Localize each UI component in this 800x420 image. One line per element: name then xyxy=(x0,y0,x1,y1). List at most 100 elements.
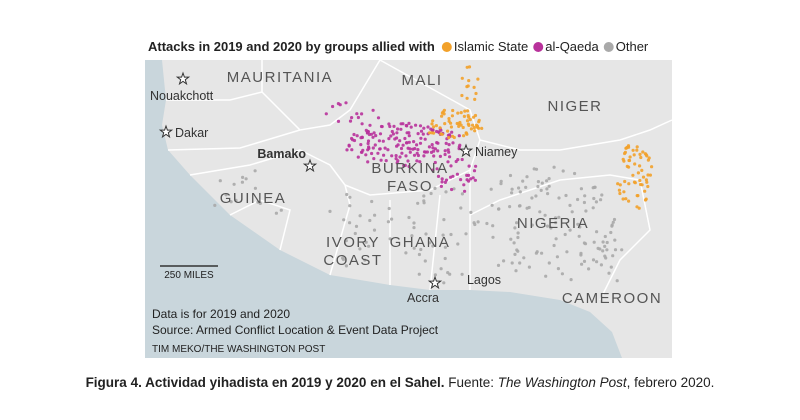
attack-dot xyxy=(580,262,584,266)
attack-dot xyxy=(485,221,489,226)
attack-dot xyxy=(568,203,572,207)
attack-dot xyxy=(377,139,381,143)
borders xyxy=(166,59,673,301)
attack-dot xyxy=(546,192,550,196)
attack-dot xyxy=(350,116,354,120)
attack-dot xyxy=(443,245,447,249)
attack-dot xyxy=(570,210,574,214)
attack-dot xyxy=(416,153,420,158)
attack-dot xyxy=(465,132,469,136)
attack-dot xyxy=(234,198,238,202)
attack-dot xyxy=(561,169,565,173)
attack-dot xyxy=(540,251,544,255)
attack-dot xyxy=(367,145,371,149)
attack-dot xyxy=(398,155,402,159)
attack-dot xyxy=(648,173,653,177)
attack-dot xyxy=(601,240,605,244)
attack-dot xyxy=(443,256,447,261)
attack-dot xyxy=(365,130,370,134)
attack-dot xyxy=(424,232,428,236)
attack-dot xyxy=(582,259,587,263)
attack-dot xyxy=(354,224,359,228)
attack-dot xyxy=(241,175,245,179)
attack-dot xyxy=(356,115,360,120)
attack-dot xyxy=(489,187,493,191)
attack-dot xyxy=(359,143,363,147)
attack-dot xyxy=(569,278,573,282)
attack-dot xyxy=(429,191,433,196)
attack-dot xyxy=(423,259,427,263)
attack-dot xyxy=(442,108,446,112)
attack-dot xyxy=(417,272,421,276)
legend-label: Islamic State xyxy=(454,39,528,54)
attack-dot xyxy=(612,217,617,222)
attack-dot xyxy=(439,184,443,188)
city-label: Accra xyxy=(407,291,439,305)
attack-dot xyxy=(518,261,522,265)
legend-label: Other xyxy=(616,39,649,54)
attack-dot xyxy=(435,167,439,171)
attack-dot xyxy=(578,225,582,229)
attack-dot xyxy=(469,127,473,131)
attack-dot xyxy=(471,123,475,127)
attack-dot xyxy=(433,273,437,277)
attack-dot xyxy=(344,101,348,105)
attack-dot xyxy=(366,148,370,152)
attack-dot xyxy=(555,255,560,259)
attack-dot xyxy=(399,127,403,131)
attack-dot xyxy=(388,237,392,241)
attack-dot xyxy=(451,134,455,138)
attack-dot xyxy=(253,169,257,173)
attack-dot xyxy=(384,159,388,163)
attack-dot xyxy=(636,171,641,175)
attack-dot xyxy=(424,150,428,154)
attack-dot xyxy=(467,123,471,127)
attack-dot xyxy=(366,139,371,143)
legend-swatch xyxy=(441,42,452,52)
attack-dot xyxy=(345,148,349,152)
attack-dot xyxy=(324,112,328,116)
attack-dot xyxy=(416,201,420,205)
attack-dot xyxy=(564,193,568,198)
attack-dot xyxy=(516,235,520,240)
attack-dot xyxy=(446,129,450,133)
attack-dot xyxy=(499,182,503,186)
attack-dot xyxy=(595,230,599,234)
attack-dot xyxy=(408,150,412,154)
attack-dot xyxy=(439,267,443,271)
country-label: COAST xyxy=(323,252,382,269)
attack-dot xyxy=(647,156,651,160)
attack-dot xyxy=(371,135,375,139)
attack-dot xyxy=(412,140,416,144)
attack-dot xyxy=(348,195,352,199)
attack-dot xyxy=(577,234,581,238)
attack-dot xyxy=(518,190,522,194)
attack-dot xyxy=(410,234,414,238)
attack-dot xyxy=(632,153,636,157)
attack-dot xyxy=(594,200,599,204)
attack-dot xyxy=(463,189,467,193)
attack-dot xyxy=(416,148,420,152)
attack-dot xyxy=(617,188,622,192)
attack-dot xyxy=(465,85,469,89)
attack-dot xyxy=(398,139,402,143)
attack-dot xyxy=(399,146,404,151)
attack-dot xyxy=(407,121,411,125)
attack-dot xyxy=(372,157,376,161)
attack-dot xyxy=(412,221,416,225)
attack-dot xyxy=(459,206,463,210)
attack-dot xyxy=(465,119,470,123)
attack-dot xyxy=(456,111,460,115)
attack-dot xyxy=(547,184,551,188)
attack-dot xyxy=(408,147,412,151)
attack-dot xyxy=(416,132,420,136)
attack-dot xyxy=(348,119,353,123)
attack-dot xyxy=(643,198,648,202)
attack-dot xyxy=(547,261,551,265)
attack-dot xyxy=(386,148,390,152)
attack-dot xyxy=(464,232,468,236)
attack-dot xyxy=(539,188,543,192)
attack-dot xyxy=(407,215,411,220)
